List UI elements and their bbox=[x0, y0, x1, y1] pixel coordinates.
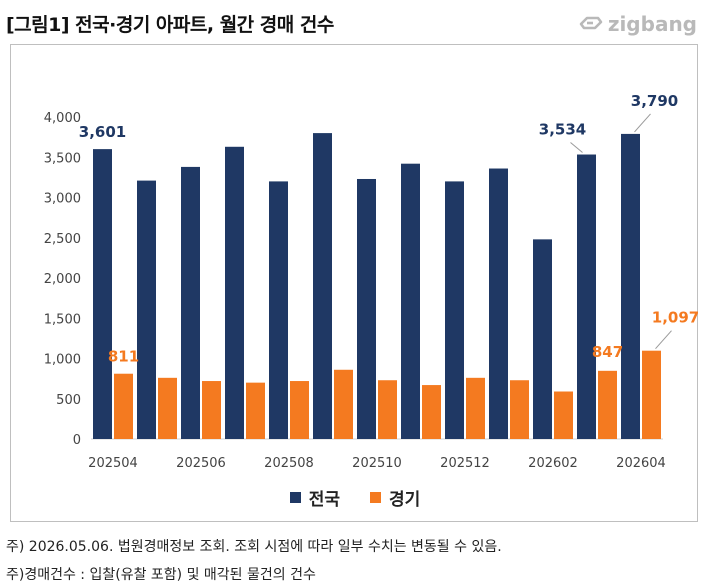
bar-national-202504 bbox=[93, 149, 112, 439]
y-tick-label: 1,000 bbox=[44, 353, 81, 368]
bar-gyeonggi-202604 bbox=[642, 350, 661, 439]
bar-national-202509 bbox=[313, 133, 332, 439]
data-label-leader bbox=[634, 113, 651, 133]
bar-national-202507 bbox=[225, 146, 244, 439]
bar-gyeonggi-202602 bbox=[554, 391, 573, 439]
bar-gyeonggi-202507 bbox=[246, 382, 265, 439]
bar-gyeonggi-202509 bbox=[334, 369, 353, 439]
legend-swatch-gyeonggi bbox=[370, 492, 381, 503]
bar-national-202508 bbox=[269, 181, 288, 439]
data-label-gyeonggi-202504: 811 bbox=[108, 348, 139, 366]
data-label-leader bbox=[655, 330, 672, 350]
x-tick-label: 202506 bbox=[176, 456, 226, 471]
data-label-national-202604: 3,790 bbox=[631, 92, 678, 110]
y-tick-label: 1,500 bbox=[44, 312, 81, 327]
y-tick-label: 3,000 bbox=[44, 192, 81, 207]
bar-chart: 0 500 1,000 1,500 2,000 2,500 3,000 3,500 4,000 2… bbox=[44, 92, 699, 471]
chart-title: [그림1] 전국·경기 아파트, 월간 경매 건수 bbox=[6, 14, 334, 36]
y-tick-label: 0 bbox=[73, 433, 81, 448]
bar-gyeonggi-202504 bbox=[114, 373, 133, 439]
chart-legend: 전국 경기 bbox=[11, 485, 699, 510]
chart-panel: 0 500 1,000 1,500 2,000 2,500 3,000 3,500 4,000 2… bbox=[10, 44, 699, 522]
bar-national-202603 bbox=[577, 154, 596, 439]
x-tick-label: 202510 bbox=[352, 456, 402, 471]
data-label-national-202504: 3,601 bbox=[79, 123, 126, 141]
bar-gyeonggi-202512 bbox=[466, 377, 485, 439]
legend-item-gyeonggi: 경기 bbox=[370, 485, 420, 510]
x-tick-label: 202512 bbox=[440, 456, 490, 471]
bar-gyeonggi-202601 bbox=[510, 380, 529, 439]
bar-national-202510 bbox=[357, 178, 376, 440]
bar-national-202505 bbox=[137, 180, 156, 439]
y-tick-label: 2,500 bbox=[44, 232, 81, 247]
bar-national-202506 bbox=[181, 166, 200, 439]
bar-national-202511 bbox=[401, 163, 420, 439]
data-label-gyeonggi-202604: 1,097 bbox=[652, 309, 699, 327]
x-tick-label: 202508 bbox=[264, 456, 314, 471]
bar-gyeonggi-202510 bbox=[378, 380, 397, 439]
logo-text: zigbang bbox=[607, 12, 697, 36]
legend-label-national: 전국 bbox=[308, 490, 340, 510]
bar-national-202604 bbox=[621, 133, 640, 439]
legend-swatch-national bbox=[289, 492, 301, 503]
y-tick-label: 3,500 bbox=[44, 151, 81, 166]
footnote-definition: 주)경매건수 : 입찰(유찰 포함) 및 매각된 물건의 건수 bbox=[6, 567, 316, 583]
legend-item-national: 전국 bbox=[289, 485, 340, 510]
data-label-national-202603: 3,534 bbox=[539, 121, 586, 139]
bar-gyeonggi-202511 bbox=[422, 385, 441, 439]
bar-national-202602 bbox=[533, 239, 552, 439]
bar-national-202512 bbox=[445, 181, 464, 439]
bar-gyeonggi-202603 bbox=[598, 370, 617, 439]
legend-label-gyeonggi: 경기 bbox=[389, 490, 421, 510]
bar-gyeonggi-202508 bbox=[290, 381, 309, 439]
x-tick-label: 202602 bbox=[528, 456, 578, 471]
bar-gyeonggi-202505 bbox=[158, 377, 177, 439]
bar-national-202601 bbox=[489, 168, 508, 439]
footnote-source: 주) 2026.05.06. 법원경매정보 조회. 조회 시점에 따라 일부 수… bbox=[6, 539, 502, 555]
y-tick-label: 500 bbox=[56, 393, 81, 408]
bar-gyeonggi-202506 bbox=[202, 381, 221, 439]
x-tick-label: 202604 bbox=[616, 456, 666, 471]
y-tick-label: 4,000 bbox=[44, 111, 81, 126]
zigbang-logo-icon bbox=[579, 16, 603, 30]
y-tick-label: 2,000 bbox=[44, 272, 81, 287]
zigbang-logo: zigbang bbox=[578, 12, 697, 36]
data-label-leader bbox=[570, 142, 583, 153]
data-label-gyeonggi-202603: 847 bbox=[592, 343, 623, 361]
x-tick-label: 202504 bbox=[88, 456, 138, 471]
